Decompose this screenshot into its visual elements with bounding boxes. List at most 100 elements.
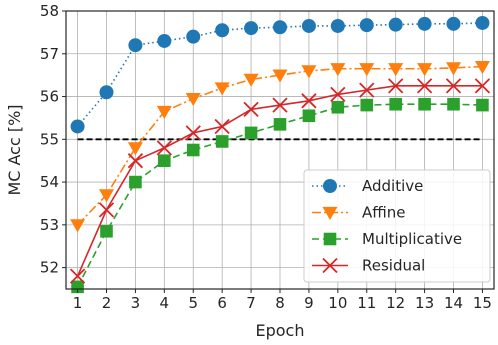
data-point <box>475 15 490 30</box>
data-point <box>185 125 201 141</box>
legend: Additive Affine Multiplicative Residual <box>303 169 491 283</box>
data-point <box>244 21 259 36</box>
series-additive <box>70 15 490 134</box>
data-point <box>330 63 346 77</box>
data-point <box>185 93 201 107</box>
x-axis-ticks: 1 2 3 4 5 6 7 8 9 10 11 12 13 14 15 <box>73 289 492 312</box>
data-point <box>417 63 433 77</box>
data-point <box>302 109 316 123</box>
data-point <box>359 18 374 33</box>
data-point <box>273 118 287 131</box>
x-tick-label: 14 <box>444 294 463 312</box>
data-point <box>244 126 258 140</box>
data-point <box>273 20 287 35</box>
y-axis-title: MC Acc [%] <box>5 104 24 195</box>
x-axis-title: Epoch <box>256 321 305 340</box>
data-point <box>215 23 230 38</box>
data-point <box>98 189 114 203</box>
data-point <box>388 63 404 77</box>
data-point <box>389 97 402 111</box>
x-tick-label: 12 <box>386 294 405 312</box>
y-tick-label: 56 <box>40 88 59 106</box>
series-group <box>69 15 491 294</box>
y-tick-label: 55 <box>40 130 59 148</box>
series-multiplicative <box>71 97 489 294</box>
data-point <box>157 33 172 48</box>
data-point <box>272 97 288 113</box>
data-point <box>99 85 114 100</box>
y-tick-label: 57 <box>40 45 59 63</box>
data-point <box>214 118 230 135</box>
data-point <box>445 78 462 94</box>
data-point <box>127 153 144 169</box>
data-point <box>243 101 259 118</box>
data-point <box>301 65 317 79</box>
data-point <box>301 93 317 109</box>
data-point <box>418 97 431 111</box>
x-tick-label: 5 <box>188 294 198 312</box>
x-tick-label: 4 <box>160 294 170 312</box>
data-point <box>330 18 345 33</box>
data-point <box>446 62 462 76</box>
x-tick-label: 13 <box>415 294 434 312</box>
data-point <box>447 97 460 111</box>
data-point <box>243 73 259 87</box>
x-tick-label: 8 <box>275 294 285 312</box>
legend-marker <box>322 206 338 220</box>
data-point <box>330 86 346 103</box>
x-tick-label: 1 <box>73 294 83 312</box>
data-point <box>70 119 85 134</box>
x-tick-label: 7 <box>246 294 256 312</box>
data-point <box>474 78 491 94</box>
data-point <box>70 219 86 233</box>
x-tick-label: 6 <box>217 294 227 312</box>
data-point <box>98 202 115 218</box>
legend-box <box>303 169 491 283</box>
series-residual <box>69 78 491 284</box>
data-point <box>186 29 201 44</box>
y-axis-ticks: 52 53 54 55 56 57 58 <box>40 2 66 277</box>
x-tick-label: 2 <box>102 294 112 312</box>
legend-marker <box>323 179 337 193</box>
x-tick-label: 9 <box>304 294 314 312</box>
legend-label: Residual <box>362 257 425 275</box>
legend-label: Additive <box>362 177 423 195</box>
data-point <box>272 69 288 83</box>
data-point <box>100 224 113 238</box>
legend-marker <box>322 257 338 274</box>
data-point <box>388 78 404 94</box>
y-tick-label: 58 <box>40 2 59 20</box>
data-point <box>360 98 374 112</box>
data-point <box>69 268 86 284</box>
data-point <box>156 105 172 120</box>
data-point <box>186 143 200 157</box>
data-point <box>128 38 143 53</box>
data-point <box>127 142 143 156</box>
data-point <box>474 60 490 75</box>
legend-label: Multiplicative <box>362 230 462 248</box>
legend-marker <box>323 232 337 246</box>
data-point <box>301 18 316 33</box>
data-point <box>359 82 375 98</box>
series-affine <box>70 60 490 233</box>
data-point <box>215 135 229 148</box>
y-tick-label: 54 <box>40 173 59 191</box>
data-point <box>214 82 230 96</box>
data-point <box>388 17 403 32</box>
data-point <box>331 100 345 114</box>
data-point <box>417 16 432 31</box>
data-point <box>158 154 171 167</box>
data-point <box>359 63 375 77</box>
x-tick-label: 3 <box>131 294 141 312</box>
data-point <box>129 175 142 189</box>
x-tick-label: 11 <box>357 294 376 312</box>
x-tick-label: 15 <box>473 294 492 312</box>
data-point <box>71 280 84 294</box>
legend-label: Affine <box>362 204 406 222</box>
x-tick-label: 10 <box>328 294 347 312</box>
y-tick-label: 52 <box>40 259 59 277</box>
data-point <box>476 98 489 112</box>
data-point <box>416 78 433 94</box>
y-tick-label: 53 <box>40 216 59 234</box>
